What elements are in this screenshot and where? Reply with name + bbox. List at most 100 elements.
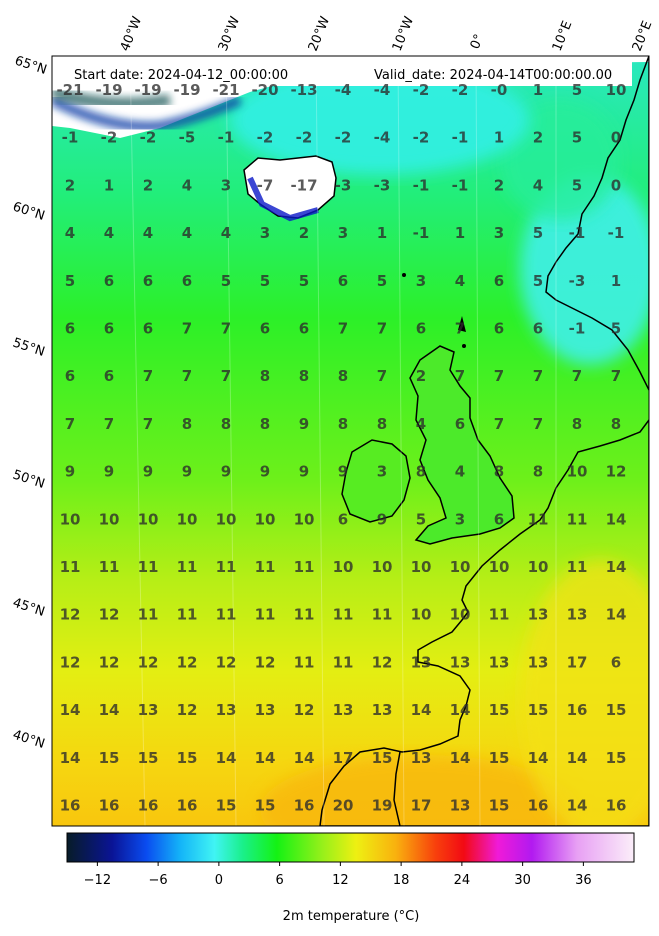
colorbar-title: 2m temperature (°C) xyxy=(283,909,420,924)
grid-value: 6 xyxy=(416,320,426,338)
grid-value: -1 xyxy=(413,224,430,242)
grid-value: 10 xyxy=(528,558,549,576)
grid-value: 15 xyxy=(489,749,510,767)
grid-value: -1 xyxy=(413,176,430,194)
grid-value: 12 xyxy=(60,653,81,671)
colorbar-tick-label: 6 xyxy=(275,873,283,888)
lat-label-40n: 40°N xyxy=(11,728,47,752)
grid-value: 15 xyxy=(489,701,510,719)
grid-value: 8 xyxy=(416,463,426,481)
grid-value: 3 xyxy=(377,463,387,481)
grid-value: 15 xyxy=(372,749,393,767)
grid-value: 5 xyxy=(377,272,387,290)
lon-label-20e: 20°E xyxy=(630,19,656,54)
grid-value: -4 xyxy=(374,81,391,99)
lon-label-10e: 10°E xyxy=(550,19,576,54)
grid-value: 14 xyxy=(606,510,627,528)
grid-value: 10 xyxy=(99,510,120,528)
grid-value: 8 xyxy=(182,415,192,433)
grid-values: -21 -19 -19 -19 -21 -20 -13 -4 -4 -2 -2 -0 1 5 10-1 -2-… xyxy=(56,81,626,815)
grid-value: 1 xyxy=(455,224,465,242)
grid-value: 7 xyxy=(221,367,231,385)
grid-value: 6 xyxy=(260,320,270,338)
grid-value: 11 xyxy=(255,606,276,624)
grid-value: 4 xyxy=(416,415,426,433)
lon-label-10w: 10°W xyxy=(390,14,417,53)
grid-value: 14 xyxy=(450,701,471,719)
colorbar-tick-label: 24 xyxy=(454,873,471,888)
grid-value: 7 xyxy=(182,367,192,385)
grid-value: -7 xyxy=(257,176,274,194)
info-box xyxy=(62,62,632,86)
grid-value: 7 xyxy=(338,320,348,338)
grid-value: 7 xyxy=(143,415,153,433)
grid-value: 11 xyxy=(333,606,354,624)
grid-value: 11 xyxy=(255,558,276,576)
grid-value: 6 xyxy=(104,272,114,290)
grid-value: 2 xyxy=(533,129,543,147)
grid-value: 12 xyxy=(60,606,81,624)
grid-value: 15 xyxy=(216,797,237,815)
grid-value: 7 xyxy=(494,367,504,385)
grid-value: 11 xyxy=(294,606,315,624)
grid-value: 9 xyxy=(143,463,153,481)
grid-value: 1 xyxy=(494,129,504,147)
grid-value: 0 xyxy=(611,176,621,194)
grid-value: 8 xyxy=(338,415,348,433)
grid-value: 1 xyxy=(104,176,114,194)
lon-label-20w: 20°W xyxy=(306,14,333,53)
grid-value: 15 xyxy=(528,701,549,719)
grid-value: 6 xyxy=(299,320,309,338)
grid-value: 13 xyxy=(567,606,588,624)
grid-value: 14 xyxy=(567,749,588,767)
grid-value: 3 xyxy=(260,224,270,242)
grid-value: 4 xyxy=(455,272,465,290)
grid-value: 6 xyxy=(65,320,75,338)
grid-value: 12 xyxy=(99,653,120,671)
grid-value: 11 xyxy=(138,606,159,624)
grid-value: 6 xyxy=(104,367,114,385)
grid-value: 17 xyxy=(333,749,354,767)
grid-value: 10 xyxy=(567,463,588,481)
grid-value: 11 xyxy=(216,606,237,624)
grid-value: -1 xyxy=(62,129,79,147)
grid-value: 14 xyxy=(450,749,471,767)
colorbar-tick-label: 18 xyxy=(393,873,410,888)
grid-value: 14 xyxy=(567,797,588,815)
grid-value: 7 xyxy=(377,367,387,385)
map-area: Start date: 2024-04-12_00:00:00 Valid_da… xyxy=(52,56,649,826)
grid-value: 7 xyxy=(104,415,114,433)
grid-value: 7 xyxy=(533,415,543,433)
grid-value: 9 xyxy=(299,415,309,433)
grid-value: 2 xyxy=(416,367,426,385)
grid-value: 8 xyxy=(572,415,582,433)
grid-value: 7 xyxy=(494,415,504,433)
grid-value: 19 xyxy=(372,797,393,815)
great-britain xyxy=(409,345,515,545)
grid-value: 12 xyxy=(177,653,198,671)
grid-value: 15 xyxy=(606,749,627,767)
grid-value: -0 xyxy=(491,81,508,99)
grid-value: 10 xyxy=(60,510,81,528)
grid-value: 14 xyxy=(216,749,237,767)
grid-value: 7 xyxy=(455,367,465,385)
grid-value: 12 xyxy=(255,653,276,671)
grid-value: 10 xyxy=(411,606,432,624)
grid-value: 15 xyxy=(489,797,510,815)
grid-value: 10 xyxy=(372,558,393,576)
grid-value: 4 xyxy=(104,224,114,242)
grid-value: 2 xyxy=(299,224,309,242)
grid-value: -20 xyxy=(251,81,278,99)
grid-value: 8 xyxy=(494,463,504,481)
grid-value: -2 xyxy=(452,81,469,99)
grid-value: -13 xyxy=(290,81,317,99)
grid-value: 17 xyxy=(567,653,588,671)
grid-value: 0 xyxy=(611,129,621,147)
grid-value: 7 xyxy=(143,367,153,385)
start-date: Start date: 2024-04-12_00:00:00 xyxy=(74,68,288,83)
grid-value: 9 xyxy=(221,463,231,481)
grid-value: 11 xyxy=(333,653,354,671)
grid-value: 6 xyxy=(533,320,543,338)
grid-value: 10 xyxy=(450,558,471,576)
grid-value: 2 xyxy=(143,176,153,194)
